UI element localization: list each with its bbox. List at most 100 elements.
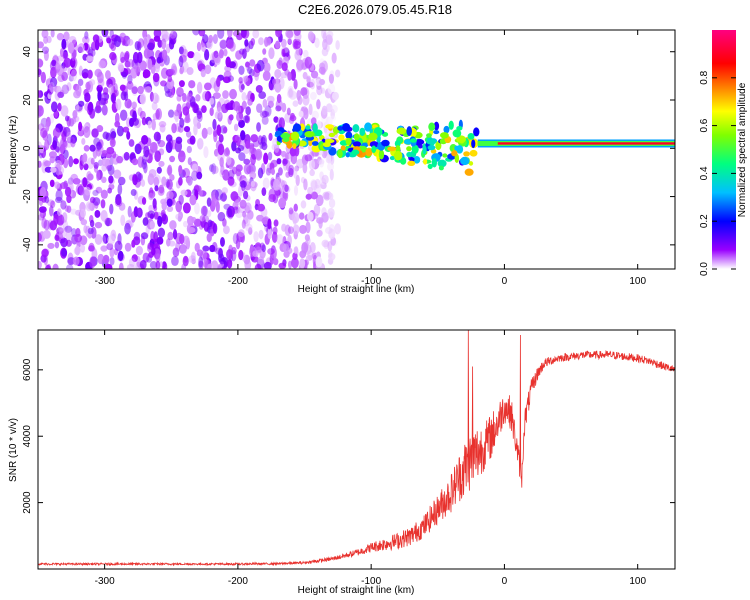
colorbar-gradient [712, 30, 736, 269]
noise-blob [116, 125, 124, 137]
noise-blob [260, 136, 266, 144]
noise-blob [219, 39, 228, 50]
noise-blob [293, 203, 298, 212]
noise-blob [93, 161, 99, 169]
noise-blob [124, 98, 132, 109]
signal-blob [468, 161, 474, 166]
noise-blob [262, 98, 268, 108]
noise-blob [63, 149, 69, 159]
noise-blob [209, 97, 215, 105]
noise-blob [167, 75, 173, 83]
noise-blob [55, 189, 63, 202]
x-tick-label: 0 [502, 576, 508, 587]
noise-blob [328, 228, 336, 240]
noise-blob [61, 248, 68, 257]
noise-blob [243, 163, 252, 175]
noise-blob [318, 159, 325, 168]
noise-blob [156, 236, 164, 245]
noise-blob [243, 115, 250, 123]
noise-blob [55, 60, 62, 70]
signal-blob [364, 122, 372, 132]
noise-blob [209, 107, 214, 117]
noise-blob [144, 86, 152, 93]
noise-blob [91, 128, 99, 138]
noise-blob [171, 139, 177, 150]
noise-blob [70, 58, 76, 66]
noise-blob [137, 156, 145, 168]
signal-blob [451, 150, 458, 157]
noise-blob [244, 202, 252, 214]
noise-blob [198, 30, 206, 37]
noise-blob [301, 242, 309, 254]
noise-blob [193, 116, 199, 127]
signal-blob [454, 145, 459, 151]
noise-blob [147, 120, 153, 129]
noise-blob [153, 30, 162, 39]
noise-blob [39, 144, 45, 154]
noise-blob [155, 109, 160, 120]
noise-blob [186, 145, 192, 154]
noise-blob [169, 220, 177, 230]
y-tick-label: 6000 [22, 358, 33, 381]
noise-blob [321, 105, 328, 116]
noise-blob [185, 130, 192, 138]
noise-blob [219, 157, 224, 168]
noise-blob [122, 126, 130, 133]
noise-blob [308, 103, 313, 116]
noise-blob [241, 48, 247, 59]
noise-blob [211, 194, 219, 207]
noise-blob [321, 30, 327, 40]
noise-blob [187, 51, 195, 59]
noise-blob [191, 163, 199, 173]
noise-blob [137, 85, 144, 95]
noise-blob [223, 148, 231, 157]
noise-blob [166, 198, 173, 207]
signal-blob [437, 159, 447, 168]
noise-blob [302, 71, 308, 80]
noise-blob [238, 152, 246, 162]
noise-blob [56, 55, 65, 62]
noise-blob [89, 256, 96, 269]
noise-blob [232, 101, 241, 112]
noise-blob [162, 261, 167, 269]
noise-blob [82, 177, 88, 188]
noise-blob [256, 122, 261, 132]
noise-blob [309, 242, 316, 253]
noise-blob [306, 211, 314, 222]
noise-blob [134, 40, 141, 51]
noise-blob [158, 160, 165, 167]
noise-blob [49, 179, 55, 188]
noise-blob [176, 87, 184, 97]
noise-blob [185, 175, 191, 184]
noise-blob [45, 264, 51, 269]
noise-blob [127, 74, 133, 85]
noise-blob [161, 176, 167, 186]
noise-blob [56, 227, 64, 235]
noise-blob [203, 221, 210, 232]
signal-blob [467, 133, 475, 140]
noise-blob [250, 180, 256, 188]
noise-blob [274, 68, 282, 79]
noise-blob [217, 111, 223, 122]
noise-blob [276, 59, 283, 68]
noise-blob [46, 263, 52, 269]
signal-blob [406, 146, 412, 152]
y-tick-label: 20 [22, 94, 33, 106]
signal-blob [423, 158, 428, 165]
noise-blob [151, 247, 156, 256]
noise-blob [176, 103, 182, 115]
signal-blob [411, 144, 419, 154]
noise-blob [302, 87, 310, 100]
noise-blob [124, 60, 131, 68]
noise-blob [275, 30, 282, 38]
noise-blob [50, 66, 57, 79]
noise-blob [229, 88, 237, 100]
noise-blob [135, 245, 143, 256]
noise-blob [328, 192, 334, 201]
noise-blob [219, 40, 227, 50]
noise-blob [113, 35, 122, 48]
noise-blob [188, 255, 196, 264]
noise-blob [282, 158, 289, 165]
colorbar-tick-label: 0.2 [699, 214, 710, 228]
noise-blob [234, 199, 240, 207]
